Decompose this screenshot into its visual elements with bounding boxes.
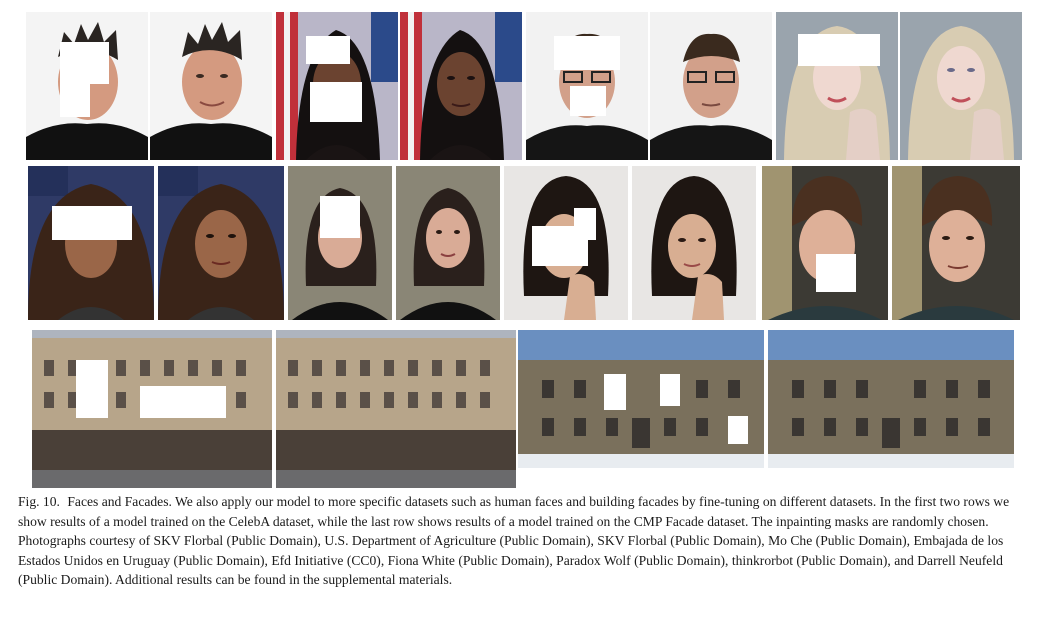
figure-caption: Fig. 10. Faces and Facades. We also appl… <box>18 492 1030 590</box>
inpainting-mask <box>570 86 606 116</box>
face-6-masked-input <box>288 166 392 320</box>
inpainting-mask <box>660 374 680 406</box>
face-3-masked-input <box>526 12 648 160</box>
inpainting-mask <box>140 386 226 418</box>
face-1-masked-input <box>26 12 148 160</box>
inpainting-mask <box>76 360 108 418</box>
inpainting-mask <box>604 374 626 410</box>
facade-2-inpainted-result <box>768 330 1014 468</box>
inpainting-mask <box>81 42 109 84</box>
facade-2-masked-input <box>518 330 764 468</box>
inpainting-mask <box>306 36 350 64</box>
inpainting-mask <box>554 36 620 70</box>
face-6-inpainted-result <box>396 166 500 320</box>
face-8-masked-input <box>762 166 888 320</box>
figure-image-grid <box>26 12 1022 488</box>
face-5-inpainted-result <box>158 166 284 320</box>
face-5-masked-input <box>28 166 154 320</box>
inpainting-mask <box>310 82 362 122</box>
inpainting-mask <box>574 208 596 240</box>
inpainting-mask <box>52 206 132 240</box>
face-4-inpainted-result <box>900 12 1022 160</box>
inpainting-mask <box>320 196 360 238</box>
caption-text: Faces and Facades. We also apply our mod… <box>18 494 1010 588</box>
figure-label: Fig. 10. <box>18 494 60 509</box>
face-7-inpainted-result <box>632 166 756 320</box>
face-2-inpainted-result <box>400 12 522 160</box>
face-8-inpainted-result <box>892 166 1020 320</box>
face-4-masked-input <box>776 12 898 160</box>
face-7-masked-input <box>504 166 628 320</box>
facade-1-inpainted-result <box>276 330 516 488</box>
face-1-inpainted-result <box>150 12 272 160</box>
inpainting-mask <box>728 416 748 444</box>
facade-1-masked-input <box>32 330 272 488</box>
face-3-inpainted-result <box>650 12 772 160</box>
face-2-masked-input <box>276 12 398 160</box>
inpainting-mask <box>816 254 856 292</box>
inpainting-mask <box>798 34 880 66</box>
